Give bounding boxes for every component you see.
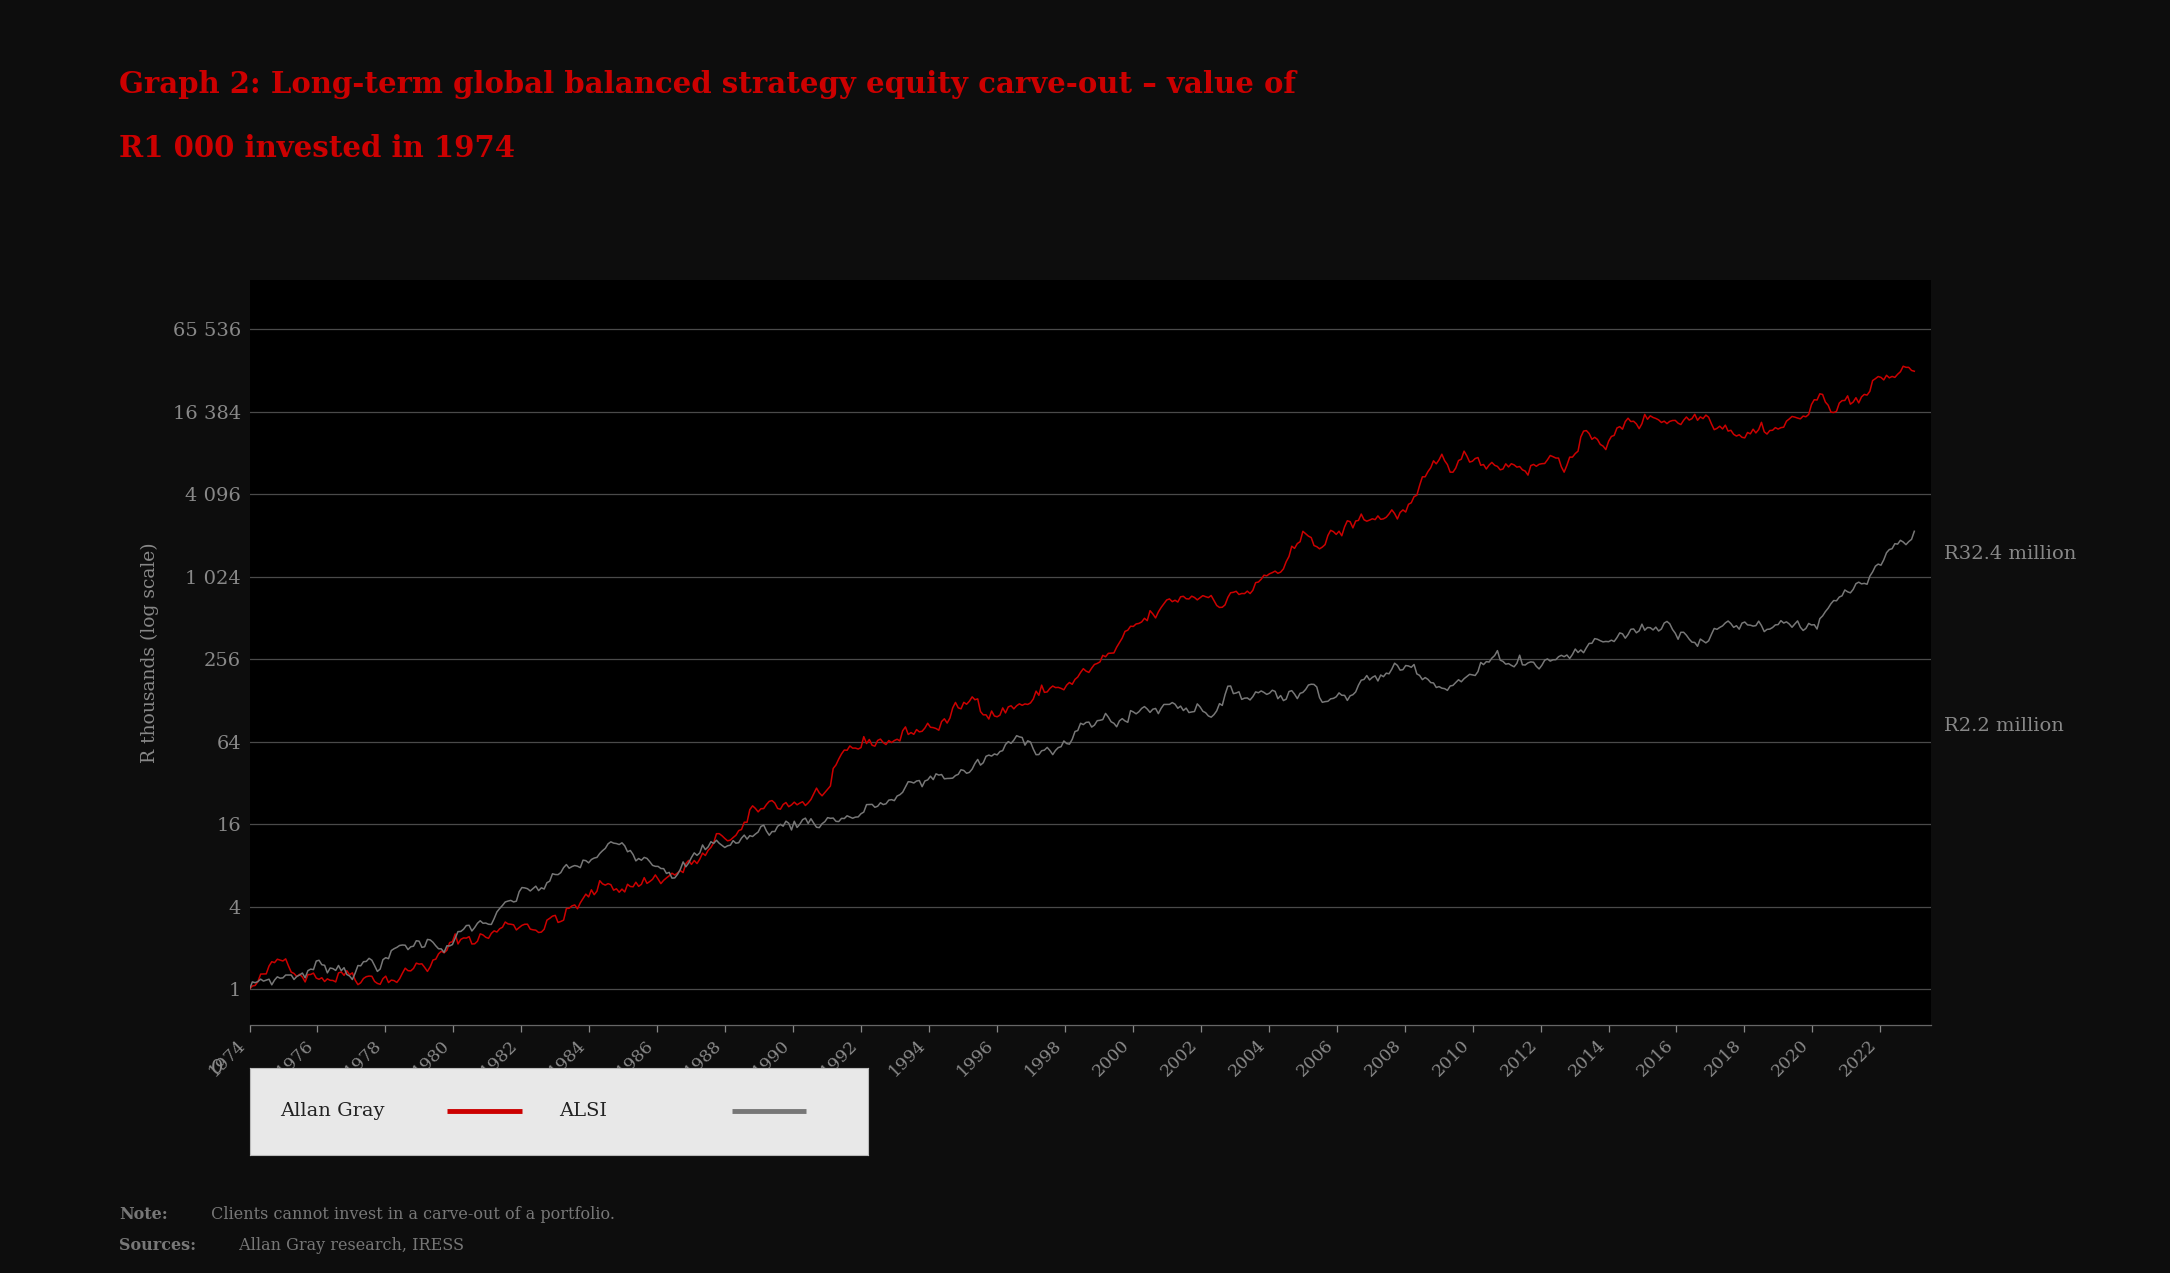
- Text: Allan Gray research, IRESS: Allan Gray research, IRESS: [234, 1237, 464, 1254]
- Text: Allan Gray: Allan Gray: [280, 1102, 384, 1120]
- Y-axis label: R thousands (log scale): R thousands (log scale): [141, 542, 158, 763]
- Text: R2.2 million: R2.2 million: [1944, 717, 2064, 735]
- Text: Graph 2: Long-term global balanced strategy equity carve-out – value of: Graph 2: Long-term global balanced strat…: [119, 70, 1295, 99]
- Text: R1 000 invested in 1974: R1 000 invested in 1974: [119, 134, 516, 163]
- Text: Sources:: Sources:: [119, 1237, 197, 1254]
- Text: Clients cannot invest in a carve-out of a portfolio.: Clients cannot invest in a carve-out of …: [206, 1206, 614, 1222]
- Text: R32.4 million: R32.4 million: [1944, 545, 2077, 563]
- Text: Note:: Note:: [119, 1206, 167, 1222]
- Text: ALSI: ALSI: [558, 1102, 608, 1120]
- Text: 0: 0: [210, 1059, 224, 1077]
